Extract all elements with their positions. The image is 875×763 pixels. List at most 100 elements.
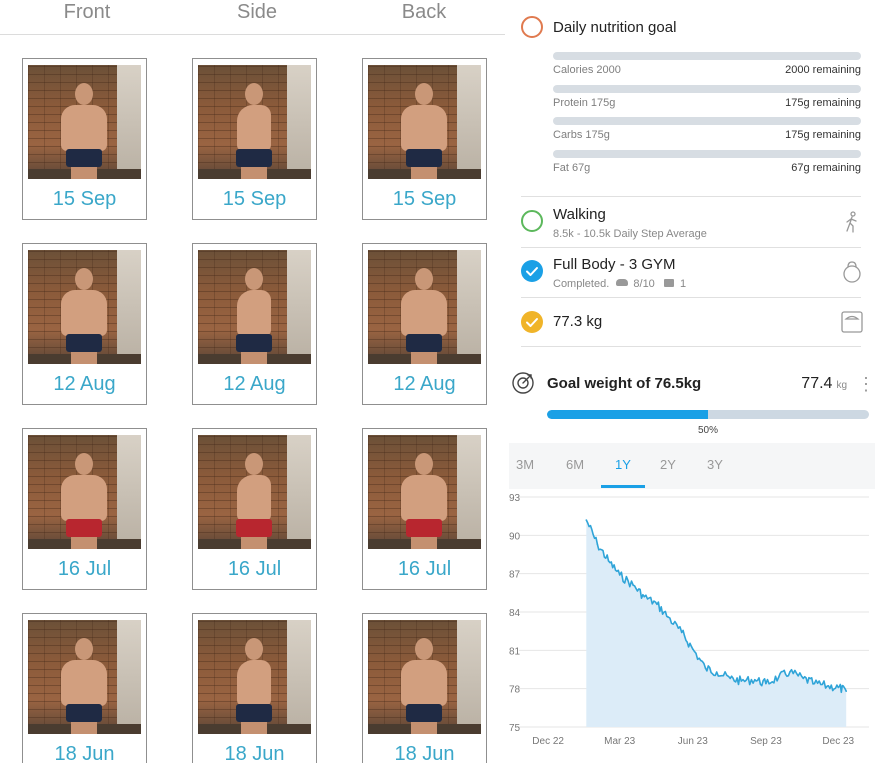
fat-progress-bar xyxy=(553,150,861,158)
workout-progress: 8/10 xyxy=(633,278,655,290)
photo-date: 15 Sep xyxy=(52,188,117,210)
photo-card-side[interactable]: 18 Jun xyxy=(192,613,317,763)
carbs-label: Carbs 175g xyxy=(553,129,610,141)
tab-3m[interactable]: 3M xyxy=(515,457,535,472)
photo-card-front[interactable]: 12 Aug xyxy=(22,243,147,405)
goals-panel: Daily nutrition goal Calories 2000 2000 … xyxy=(505,0,875,763)
goal-weight-title[interactable]: Goal weight of 76.5kg xyxy=(547,375,702,392)
progress-photo-front[interactable] xyxy=(28,620,141,734)
photo-date: 16 Jul xyxy=(227,558,282,580)
current-weight: 77.4 kg xyxy=(801,374,847,396)
fat-label: Fat 67g xyxy=(553,162,591,174)
y-tick-label: 75 xyxy=(509,723,521,734)
progress-photo-back[interactable] xyxy=(368,620,481,734)
progress-photo-front[interactable] xyxy=(28,65,141,179)
walking-status-ring-icon[interactable] xyxy=(521,210,543,232)
progress-photo-side[interactable] xyxy=(198,65,311,179)
progress-photo-back[interactable] xyxy=(368,250,481,364)
progress-photo-side[interactable] xyxy=(198,620,311,734)
goal-progress-percent: 50% xyxy=(697,425,718,436)
weigh-in-value[interactable]: 77.3 kg xyxy=(553,313,603,330)
nutrition-goal-title[interactable]: Daily nutrition goal xyxy=(553,19,677,36)
photo-card-back[interactable]: 18 Jun xyxy=(362,613,487,763)
header-divider xyxy=(0,34,505,35)
progress-photo-back[interactable] xyxy=(368,65,481,179)
tab-1y[interactable]: 1Y xyxy=(615,457,631,472)
workout-title[interactable]: Full Body - 3 GYM xyxy=(553,256,676,273)
tab-3y[interactable]: 3Y xyxy=(707,457,723,472)
walking-person-icon xyxy=(841,211,863,238)
workout-check-icon[interactable] xyxy=(521,260,543,282)
workout-subtitle: Completed. 8/10 1 xyxy=(553,277,686,291)
chart-range-tabs: 3M 6M 1Y 2Y 3Y xyxy=(509,443,875,489)
progress-photos-panel: Front Side Back 15 Sep 15 Sep 15 Sep 12 Aug… xyxy=(0,0,505,763)
photo-date: 18 Jun xyxy=(394,743,455,763)
x-tick-label: Dec 23 xyxy=(822,736,854,747)
kettlebell-icon xyxy=(841,259,863,288)
divider xyxy=(521,247,861,248)
carbs-remaining: 175g remaining xyxy=(785,129,861,141)
calories-remaining: 2000 remaining xyxy=(785,64,861,76)
goal-progress-bar xyxy=(547,410,869,419)
weight-chart: 93 90 87 84 81 78 75 Dec 22 Mar 23 Jun 23 Sep 23 D… xyxy=(509,493,869,747)
y-tick-label: 93 xyxy=(509,493,521,504)
walking-title[interactable]: Walking xyxy=(553,206,606,223)
protein-remaining: 175g remaining xyxy=(785,97,861,109)
current-weight-unit: kg xyxy=(836,380,847,391)
nutrition-status-ring-icon[interactable] xyxy=(521,16,543,38)
photo-date: 18 Jun xyxy=(54,743,115,763)
more-options-icon[interactable]: ⋮ xyxy=(857,374,875,394)
photo-card-front[interactable]: 18 Jun xyxy=(22,613,147,763)
x-tick-label: Sep 23 xyxy=(750,736,782,747)
photo-card-back[interactable]: 16 Jul xyxy=(362,428,487,590)
photo-card-back[interactable]: 15 Sep xyxy=(362,58,487,220)
walking-subtitle: 8.5k - 10.5k Daily Step Average xyxy=(553,228,707,240)
fat-remaining: 67g remaining xyxy=(791,162,861,174)
workout-comment-count: 1 xyxy=(679,278,687,290)
divider xyxy=(521,346,861,347)
photo-date: 12 Aug xyxy=(393,373,456,395)
photo-card-side[interactable]: 15 Sep xyxy=(192,58,317,220)
progress-photo-side[interactable] xyxy=(198,435,311,549)
photo-date: 15 Sep xyxy=(222,188,287,210)
y-tick-label: 84 xyxy=(509,608,521,619)
progress-photo-front[interactable] xyxy=(28,250,141,364)
photo-date: 18 Jun xyxy=(224,743,285,763)
workout-status: Completed. xyxy=(553,278,610,290)
x-tick-label: Mar 23 xyxy=(604,736,636,747)
photo-date: 12 Aug xyxy=(223,373,286,395)
y-tick-label: 87 xyxy=(509,570,521,581)
photo-card-front[interactable]: 15 Sep xyxy=(22,58,147,220)
x-tick-label: Dec 22 xyxy=(532,736,564,747)
weight-line xyxy=(585,519,847,694)
carbs-progress-bar xyxy=(553,117,861,125)
photo-date: 16 Jul xyxy=(397,558,452,580)
tab-2y[interactable]: 2Y xyxy=(660,457,676,472)
photo-date: 12 Aug xyxy=(53,373,116,395)
photo-card-front[interactable]: 16 Jul xyxy=(22,428,147,590)
y-tick-label: 90 xyxy=(509,531,521,542)
active-tab-indicator xyxy=(601,485,645,488)
current-weight-value: 77.4 xyxy=(801,375,833,392)
photo-date: 15 Sep xyxy=(392,188,457,210)
photo-card-side[interactable]: 16 Jul xyxy=(192,428,317,590)
photo-date: 16 Jul xyxy=(57,558,112,580)
calories-progress-bar xyxy=(553,52,861,60)
progress-photo-back[interactable] xyxy=(368,435,481,549)
comment-icon xyxy=(663,279,674,287)
y-tick-label: 78 xyxy=(509,685,521,696)
column-header-front: Front xyxy=(63,1,111,23)
photo-card-back[interactable]: 12 Aug xyxy=(362,243,487,405)
photo-card-side[interactable]: 12 Aug xyxy=(192,243,317,405)
cloud-icon xyxy=(616,279,629,286)
column-header-side: Side xyxy=(236,1,278,23)
protein-progress-bar xyxy=(553,85,861,93)
goal-target-icon xyxy=(511,371,535,395)
tab-6m[interactable]: 6M xyxy=(565,457,585,472)
scale-icon xyxy=(841,311,863,338)
y-tick-label: 81 xyxy=(509,646,521,657)
progress-photo-front[interactable] xyxy=(28,435,141,549)
progress-photo-side[interactable] xyxy=(198,250,311,364)
weigh-in-check-icon[interactable] xyxy=(521,311,543,333)
divider xyxy=(521,297,861,298)
